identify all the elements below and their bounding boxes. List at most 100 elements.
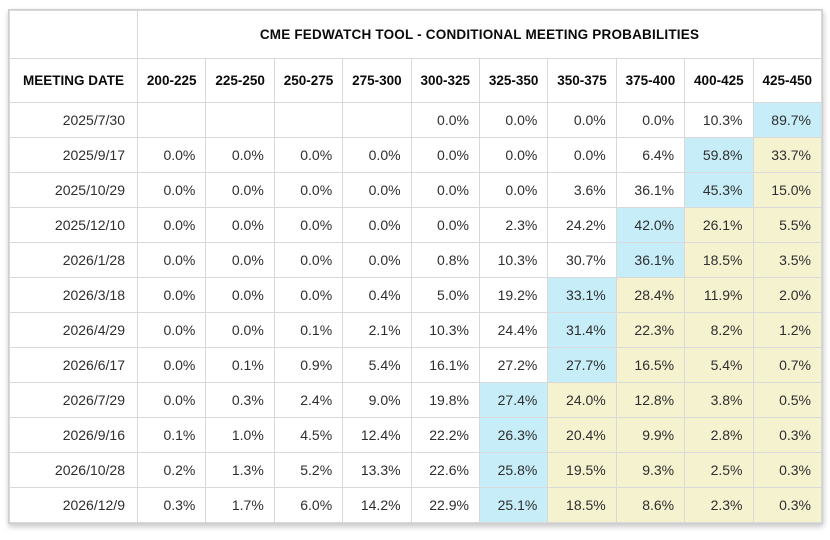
probability-cell: 25.8% (478, 452, 549, 488)
probability-cell: 0.0% (342, 137, 412, 173)
probability-cell: 2.3% (684, 487, 754, 523)
meeting-date-cell: 2025/7/30 (9, 102, 138, 138)
probability-cell: 0.0% (205, 137, 275, 173)
probability-cell: 36.1% (615, 172, 686, 208)
probability-cell: 5.4% (684, 347, 754, 383)
probability-cell: 22.6% (410, 452, 480, 488)
probability-cell: 27.4% (478, 382, 549, 418)
table-row: 2025/12/10 0.0% 0.0% 0.0% 0.0% 0.0% 2.3% 24.2% 4… (9, 207, 823, 243)
meeting-date-cell: 2026/4/29 (9, 312, 138, 348)
probability-cell: 0.3% (752, 452, 823, 488)
probability-cell: 0.0% (342, 242, 412, 278)
probability-cell: 9.0% (342, 382, 412, 418)
probability-cell: 26.1% (684, 207, 754, 243)
probability-cell: 25.1% (478, 487, 549, 523)
probability-cell: 0.0% (136, 382, 207, 418)
probability-cell: 1.2% (752, 312, 823, 348)
probability-cell: 27.2% (478, 347, 549, 383)
probability-cell: 6.0% (273, 487, 344, 523)
probability-cell: 0.0% (205, 242, 275, 278)
probability-cell: 2.8% (684, 417, 754, 453)
probability-cell: 14.2% (342, 487, 412, 523)
rate-column-header: 225-250 (205, 58, 275, 103)
probability-cell: 8.6% (615, 487, 686, 523)
probability-cell: 16.1% (410, 347, 480, 383)
probability-cell: 20.4% (547, 417, 617, 453)
probability-cell: 19.8% (410, 382, 480, 418)
probability-cell: 0.0% (136, 347, 207, 383)
probability-cell: 12.8% (615, 382, 686, 418)
probability-cell: 2.1% (342, 312, 412, 348)
table-row: 2025/9/17 0.0% 0.0% 0.0% 0.0% 0.0% 0.0% 0.0% 6.4… (9, 137, 823, 173)
probability-cell: 0.0% (342, 172, 412, 208)
meeting-date-cell: 2026/6/17 (9, 347, 138, 383)
probability-cell: 89.7% (752, 102, 823, 138)
rate-column-header: 350-375 (547, 58, 617, 103)
probability-cell: 0.0% (478, 172, 549, 208)
probability-cell: 24.0% (547, 382, 617, 418)
probability-cell: 0.1% (273, 312, 344, 348)
fedwatch-table-card: CME FEDWATCH TOOL - CONDITIONAL MEETING … (8, 9, 823, 524)
column-header-row: MEETING DATE 200-225 225-250 250-275 275-30… (9, 58, 823, 103)
rate-column-header: 250-275 (273, 58, 344, 103)
probability-cell (205, 102, 275, 138)
corner-cell (9, 10, 138, 59)
probability-cell: 5.4% (342, 347, 412, 383)
probability-cell: 12.4% (342, 417, 412, 453)
probability-cell: 2.4% (273, 382, 344, 418)
meeting-date-cell: 2026/9/16 (9, 417, 138, 453)
probability-cell: 0.0% (273, 207, 344, 243)
table-row: 2026/10/28 0.2% 1.3% 5.2% 13.3% 22.6% 25.8% 19.… (9, 452, 823, 488)
probability-cell: 22.9% (410, 487, 480, 523)
table-body: 2025/7/30 0.0% 0.0% 0.0% 0.0% 10.3% 89.7% 2025/… (9, 102, 823, 523)
probability-cell: 0.0% (342, 207, 412, 243)
probability-cell: 0.0% (273, 137, 344, 173)
probability-cell: 0.0% (547, 102, 617, 138)
rate-column-header: 200-225 (136, 58, 207, 103)
probability-cell: 0.0% (205, 277, 275, 313)
probability-cell: 0.0% (410, 102, 480, 138)
probability-cell: 4.5% (273, 417, 344, 453)
probability-cell: 26.3% (478, 417, 549, 453)
probability-cell: 24.4% (478, 312, 549, 348)
probability-cell: 0.0% (547, 137, 617, 173)
probability-cell: 0.3% (752, 417, 823, 453)
probability-cell: 0.0% (478, 102, 549, 138)
meeting-date-cell: 2026/3/18 (9, 277, 138, 313)
probability-cell: 5.5% (752, 207, 823, 243)
table-row: 2025/10/29 0.0% 0.0% 0.0% 0.0% 0.0% 0.0% 3.6% 36… (9, 172, 823, 208)
probability-cell: 0.1% (136, 417, 207, 453)
probability-cell: 0.0% (273, 172, 344, 208)
probability-cell: 6.4% (615, 137, 686, 173)
title-row: CME FEDWATCH TOOL - CONDITIONAL MEETING … (9, 10, 822, 59)
probability-cell: 0.0% (273, 277, 344, 313)
rate-column-header: 325-350 (478, 58, 549, 103)
probability-cell: 59.8% (684, 137, 754, 173)
probability-cell: 19.2% (478, 277, 549, 313)
probability-cell: 3.6% (547, 172, 617, 208)
meeting-date-cell: 2025/12/10 (9, 207, 138, 243)
probability-cell: 0.0% (136, 242, 207, 278)
probability-cell: 0.0% (136, 277, 207, 313)
probability-cell: 0.0% (478, 137, 549, 173)
probability-cell: 5.2% (273, 452, 344, 488)
probability-cell: 11.9% (684, 277, 754, 313)
probability-cell: 3.8% (684, 382, 754, 418)
probability-cell: 1.3% (205, 452, 275, 488)
probability-cell: 5.0% (410, 277, 480, 313)
probability-cell: 33.7% (752, 137, 823, 173)
rate-column-header: 275-300 (342, 58, 412, 103)
probability-cell: 45.3% (684, 172, 754, 208)
probability-cell: 0.4% (342, 277, 412, 313)
probability-cell: 0.0% (205, 207, 275, 243)
probability-cell: 0.0% (410, 137, 480, 173)
meeting-date-header: MEETING DATE (9, 58, 138, 103)
probability-cell: 2.0% (752, 277, 823, 313)
probability-cell: 0.0% (136, 172, 207, 208)
meeting-date-cell: 2026/1/28 (9, 242, 138, 278)
rate-column-header: 375-400 (615, 58, 686, 103)
meeting-date-cell: 2025/9/17 (9, 137, 138, 173)
probability-cell: 0.0% (615, 102, 686, 138)
probability-cell: 18.5% (684, 242, 754, 278)
probability-cell: 0.3% (205, 382, 275, 418)
